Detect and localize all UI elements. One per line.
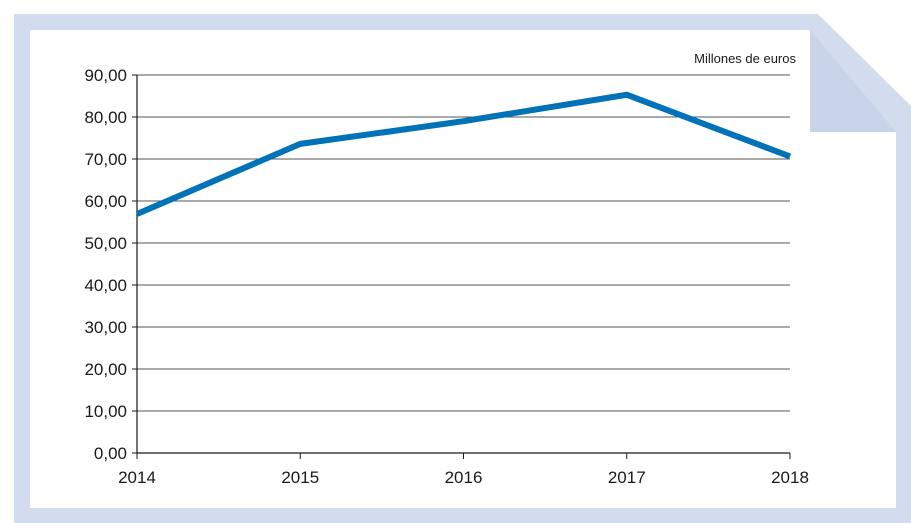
- y-tick-label: 40,00: [84, 276, 127, 295]
- series: [135, 91, 792, 217]
- x-tick-label: 2018: [771, 468, 809, 487]
- y-tick-label: 90,00: [84, 66, 127, 85]
- x-tick-label: 2014: [118, 468, 156, 487]
- x-tick-label: 2017: [608, 468, 646, 487]
- gridlines: [137, 74, 790, 412]
- folded-corner: [810, 30, 896, 132]
- y-tick-label: 60,00: [84, 192, 127, 211]
- axes: [132, 74, 791, 459]
- x-tick-labels: 2014 2015 2016 2017 2018: [118, 468, 809, 487]
- y-tick-label: 50,00: [84, 234, 127, 253]
- x-tick-label: 2016: [445, 468, 483, 487]
- unit-label: Millones de euros: [694, 51, 796, 66]
- y-tick-label: 0,00: [94, 444, 127, 463]
- y-tick-label: 10,00: [84, 402, 127, 421]
- series-line: [135, 91, 792, 217]
- y-tick-labels: 0,00 10,00 20,00 30,00 40,00 50,00 60,00 70,00 8…: [84, 66, 127, 463]
- y-tick-label: 70,00: [84, 150, 127, 169]
- y-tick-label: 80,00: [84, 108, 127, 127]
- x-tick-label: 2015: [281, 468, 319, 487]
- y-tick-label: 20,00: [84, 360, 127, 379]
- y-tick-label: 30,00: [84, 318, 127, 337]
